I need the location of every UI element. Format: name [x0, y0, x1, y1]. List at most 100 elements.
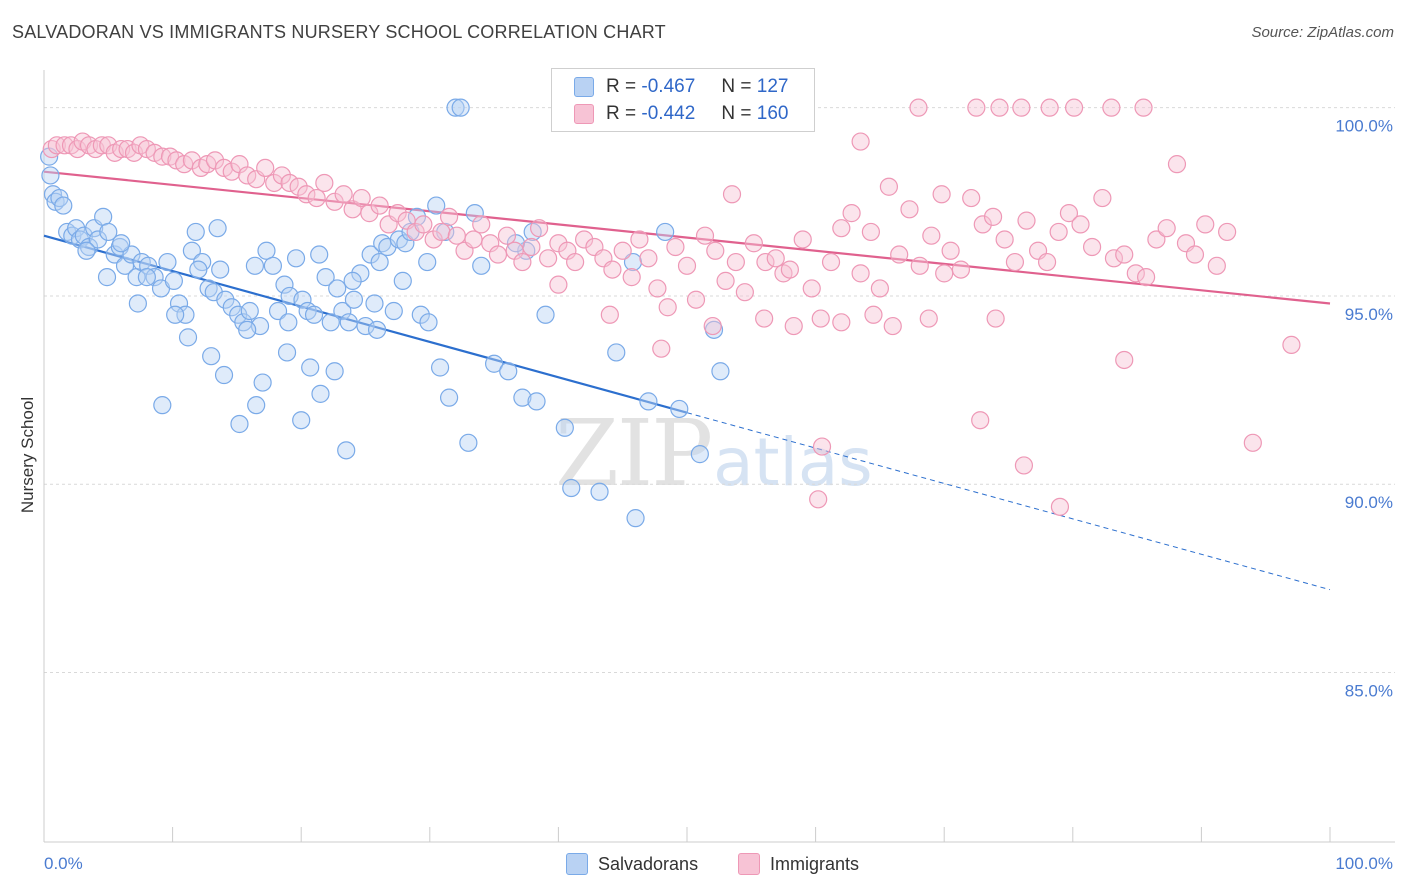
- immigrant-point: [756, 252, 775, 272]
- immigrant-point: [622, 268, 641, 287]
- immigrant-point: [522, 237, 541, 257]
- immigrant-point: [870, 279, 890, 298]
- salvadoran-point: [393, 271, 412, 290]
- immigrant-point: [603, 260, 622, 279]
- salvadoran-point: [472, 256, 491, 275]
- immigrant-point: [706, 241, 725, 260]
- salvadoran-point: [137, 268, 156, 287]
- legend-row-immigrants: R = -0.442 N = 160: [574, 101, 788, 127]
- salvadoran-point: [407, 207, 427, 226]
- salvadoran-point: [337, 441, 356, 460]
- salvadoran-point: [465, 204, 484, 223]
- immigrant-point: [1014, 456, 1034, 475]
- salvadoran-point: [178, 328, 198, 347]
- bottom-legend-salvadorans[interactable]: Salvadorans: [566, 852, 698, 876]
- immigrant-point: [1167, 155, 1187, 174]
- salvadoran-point: [286, 249, 306, 268]
- axes: [43, 70, 1395, 843]
- salvadoran-point: [268, 301, 288, 321]
- immigrant-point: [686, 290, 706, 309]
- y-tick-label: 85.0%: [1345, 682, 1393, 701]
- immigrant-point: [677, 256, 697, 275]
- salvadoran-point: [238, 320, 257, 339]
- salvadoran-point: [607, 343, 626, 362]
- salvadoran-point: [253, 373, 272, 392]
- salvadoran-point: [97, 268, 117, 287]
- x-tick-label-min: 0.0%: [44, 854, 83, 873]
- immigrant-point: [821, 252, 841, 272]
- immigrant-point: [222, 162, 241, 181]
- salvadoran-point: [211, 260, 230, 279]
- immigrant-point: [513, 252, 532, 272]
- salvadoran-point: [245, 256, 265, 275]
- salvadoran-point: [370, 252, 389, 272]
- immigrant-point: [238, 166, 257, 185]
- immigrant-point: [472, 215, 491, 234]
- immigrant-point: [784, 316, 803, 336]
- legend-r-label: R =: [606, 76, 637, 97]
- salvadoran-point: [216, 290, 235, 309]
- immigrant-point: [726, 252, 745, 272]
- watermark-zip: ZIP: [555, 400, 713, 507]
- immigrant-point: [639, 249, 658, 268]
- immigrant-point: [549, 275, 568, 294]
- immigrant-point: [272, 166, 292, 185]
- immigrant-point: [370, 196, 389, 215]
- salvadoran-point: [169, 294, 189, 313]
- salvadoran-point: [418, 252, 437, 272]
- salvadoran-point: [427, 196, 446, 215]
- salvadoran-point: [279, 313, 298, 332]
- immigrant-point: [851, 264, 870, 283]
- salvadoran-point: [639, 392, 658, 411]
- immigrant-point: [971, 411, 990, 430]
- immigrant-point: [652, 339, 671, 358]
- immigrant-point: [47, 136, 66, 155]
- salvadoran-point: [263, 256, 283, 275]
- salvadoran-point: [439, 388, 459, 407]
- immigrant-point: [297, 185, 316, 204]
- salvadoran-point: [112, 234, 131, 253]
- immigrant-point: [722, 185, 742, 204]
- immigrant-point: [793, 230, 812, 249]
- immigrant-point: [1243, 433, 1262, 452]
- immigrant-point: [1071, 215, 1090, 234]
- immigrant-point: [1102, 98, 1121, 117]
- immigrant-point: [1040, 98, 1059, 117]
- salvadoran-point: [411, 305, 430, 324]
- salvadoran-point: [128, 294, 147, 313]
- salvadoran-point: [562, 478, 581, 498]
- immigrant-point: [935, 264, 954, 283]
- salvadoran-point: [536, 305, 555, 324]
- salvadoran-point: [54, 196, 73, 215]
- immigrant-point: [735, 283, 754, 302]
- bottom-legend-swatch-salvadorans: [566, 853, 588, 875]
- salvadoran-point: [344, 290, 364, 309]
- immigrant-point: [424, 230, 443, 249]
- salvadoran-point: [208, 219, 227, 238]
- salvadoran-point: [293, 290, 312, 309]
- salvadoran-point: [623, 252, 643, 272]
- immigrant-point: [842, 204, 861, 223]
- immigrant-point: [1137, 268, 1156, 287]
- bottom-legend-immigrants[interactable]: Immigrants: [738, 852, 859, 876]
- immigrant-point: [1126, 264, 1145, 283]
- salvadoran-point: [94, 207, 113, 226]
- immigrant-point: [890, 245, 909, 264]
- salvadoran-point: [670, 399, 689, 419]
- salvadoran-point: [351, 264, 370, 283]
- immigrant-point: [766, 249, 785, 268]
- immigrant-point: [1157, 219, 1176, 238]
- immigrant-point: [439, 207, 459, 226]
- immigrant-point: [280, 173, 299, 193]
- salvadoran-point: [77, 241, 96, 260]
- y-tick-label: 100.0%: [1335, 117, 1393, 136]
- salvadoran-point: [301, 358, 320, 377]
- immigrant-point: [1282, 335, 1301, 355]
- salvadoran-point: [182, 241, 201, 260]
- immigrant-point: [658, 298, 677, 317]
- trendline-immigrants: [43, 170, 1331, 305]
- trendline-salvadorans: [43, 234, 688, 414]
- immigrant-point: [1218, 222, 1237, 242]
- salvadoran-point: [122, 245, 141, 264]
